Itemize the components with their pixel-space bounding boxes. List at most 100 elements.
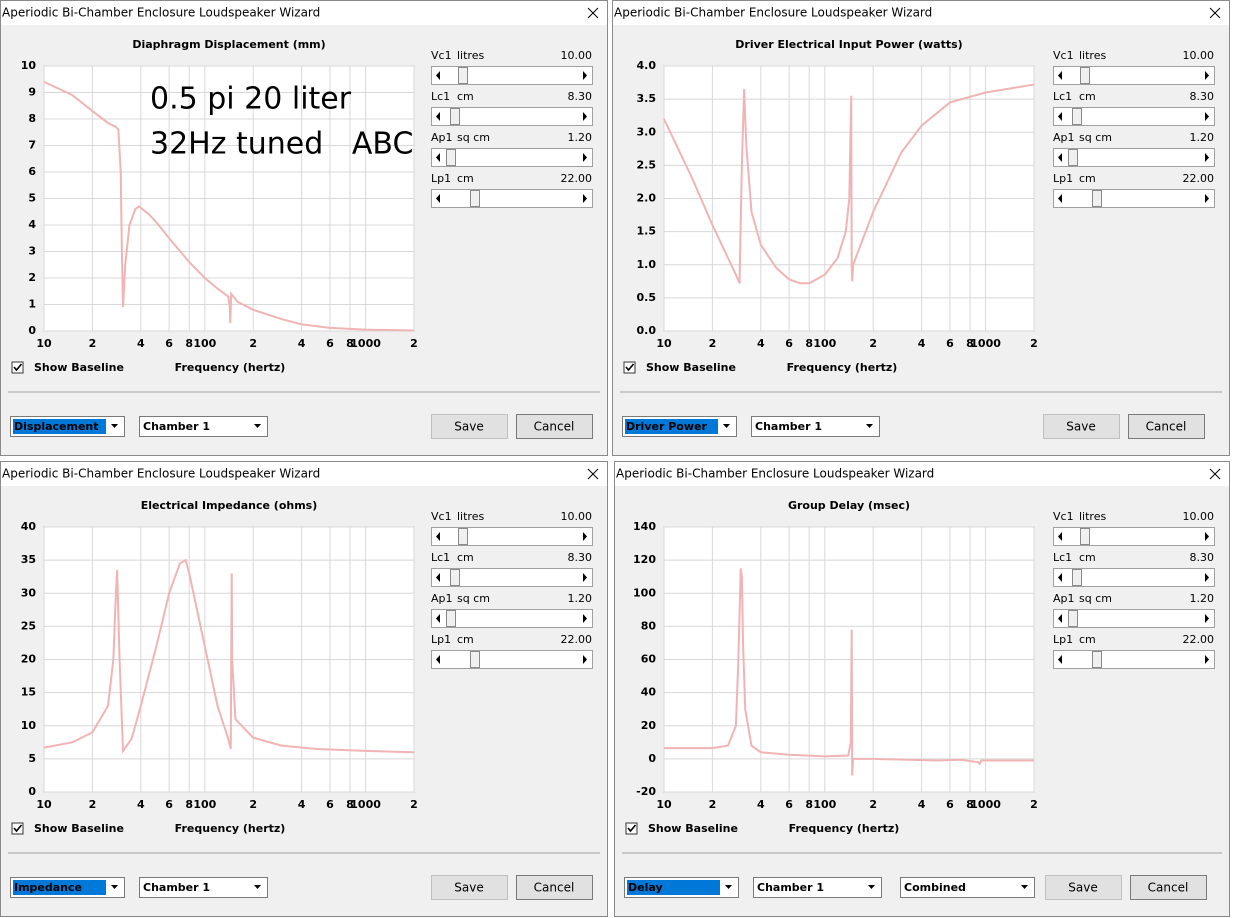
x-tick-label: 1000	[350, 337, 381, 350]
slider[interactable]	[1053, 609, 1215, 628]
slider-right-arrow	[1205, 573, 1209, 582]
slider[interactable]	[1053, 650, 1215, 669]
close-button[interactable]	[587, 468, 599, 480]
slider[interactable]	[1053, 568, 1215, 587]
y-tick-label: 2	[28, 271, 36, 284]
slider-thumb	[470, 190, 480, 207]
dropdown[interactable]: Displacement	[10, 416, 125, 437]
slider-name: Ap1	[431, 592, 453, 605]
slider-left-arrow	[1058, 71, 1062, 80]
x-tick-label: 2	[249, 798, 257, 811]
slider-track	[1053, 650, 1215, 669]
selection-highlight	[13, 880, 106, 895]
window-title: Aperiodic Bi-Chamber Enclosure Loudspeak…	[614, 6, 932, 20]
slider-name: Vc1	[1053, 510, 1074, 523]
slider[interactable]	[431, 189, 593, 208]
dropdown[interactable]: Chamber 1	[139, 416, 268, 437]
x-tick-label: 1000	[350, 798, 381, 811]
button[interactable]: Cancel	[1130, 875, 1207, 900]
y-tick-label: 20	[21, 653, 37, 666]
slider[interactable]	[431, 650, 593, 669]
close-button[interactable]	[587, 7, 599, 19]
button-label: Cancel	[534, 420, 575, 434]
slider-name: Lc1	[1053, 90, 1072, 103]
y-tick-label: 3.5	[637, 92, 657, 105]
checkbox	[11, 822, 24, 835]
y-tick-label: 4.0	[637, 59, 657, 72]
button[interactable]: Cancel	[1128, 414, 1205, 439]
slider[interactable]	[431, 609, 593, 628]
slider[interactable]	[431, 568, 593, 587]
x-tick-label: 8	[185, 798, 193, 811]
x-tick-label: 2	[410, 337, 418, 350]
close-button[interactable]	[1209, 7, 1221, 19]
dropdown[interactable]: Chamber 1	[751, 416, 880, 437]
close-button[interactable]	[1209, 468, 1221, 480]
x-tick-label: 6	[326, 337, 334, 350]
slider-unit: litres	[1079, 510, 1106, 523]
baseline-checkbox[interactable]: Show Baseline	[11, 361, 124, 374]
slider[interactable]	[1053, 107, 1215, 126]
baseline-checkbox[interactable]: Show Baseline	[623, 361, 736, 374]
button[interactable]: Cancel	[516, 875, 593, 900]
y-tick-label: 5	[28, 752, 36, 765]
dropdown-box	[139, 416, 268, 437]
checkbox	[625, 822, 638, 835]
dropdown-value: Chamber 1	[755, 420, 822, 433]
slider[interactable]	[1053, 66, 1215, 85]
slider-value: 10.00	[561, 49, 593, 62]
dropdown[interactable]: Driver Power	[622, 416, 737, 437]
slider-name: Lp1	[431, 633, 451, 646]
slider[interactable]	[1053, 527, 1215, 546]
y-tick-label: 2.5	[637, 158, 657, 171]
dropdown-arrow	[723, 424, 730, 428]
slider[interactable]	[431, 148, 593, 167]
slider[interactable]	[431, 107, 593, 126]
dropdown[interactable]: Impedance	[10, 877, 125, 898]
slider-name: Lc1	[431, 90, 450, 103]
x-tick-label: 6	[785, 337, 793, 350]
button[interactable]: Cancel	[516, 414, 593, 439]
x-tick-label: 100	[193, 798, 216, 811]
slider-right-arrow	[1205, 655, 1209, 664]
slider-track	[431, 107, 593, 126]
window: Aperiodic Bi-Chamber Enclosure Loudspeak…	[0, 461, 608, 917]
dropdown[interactable]: Delay	[624, 877, 739, 898]
y-tick-label: 40	[641, 686, 657, 699]
button-box	[516, 414, 593, 439]
slider-track	[1053, 66, 1215, 85]
x-tick-label: 2	[89, 798, 97, 811]
dropdown-arrow	[1021, 885, 1028, 889]
dropdown[interactable]: Chamber 1	[753, 877, 882, 898]
y-tick-label: 9	[28, 86, 36, 99]
slider-thumb	[1080, 528, 1090, 545]
slider[interactable]	[1053, 189, 1215, 208]
x-tick-label: 8	[966, 337, 974, 350]
x-tick-label: 2	[869, 337, 877, 350]
x-tick-label: 8	[805, 337, 813, 350]
x-tick-label: 2	[89, 337, 97, 350]
slider-thumb	[470, 651, 480, 668]
slider-right-arrow	[583, 71, 587, 80]
baseline-checkbox[interactable]: Show Baseline	[11, 822, 124, 835]
slider-thumb	[446, 149, 456, 166]
slider-unit: litres	[457, 49, 484, 62]
check-mark	[13, 824, 23, 833]
dropdown[interactable]: Chamber 1	[139, 877, 268, 898]
baseline-checkbox[interactable]: Show Baseline	[625, 822, 738, 835]
selection-highlight	[627, 880, 720, 895]
dropdown[interactable]: Combined	[900, 877, 1035, 898]
slider-name: Ap1	[431, 131, 453, 144]
slider-value: 1.20	[568, 131, 593, 144]
slider-left-arrow	[1058, 614, 1062, 623]
x-tick-label: 2	[1030, 798, 1038, 811]
slider[interactable]	[431, 66, 593, 85]
slider[interactable]	[431, 527, 593, 546]
x-tick-label: 6	[165, 337, 173, 350]
button-label: Cancel	[1148, 881, 1189, 895]
chart-title: Electrical Impedance (ohms)	[141, 499, 318, 512]
button-box	[1130, 875, 1207, 900]
slider[interactable]	[1053, 148, 1215, 167]
slider-value: 22.00	[561, 172, 593, 185]
